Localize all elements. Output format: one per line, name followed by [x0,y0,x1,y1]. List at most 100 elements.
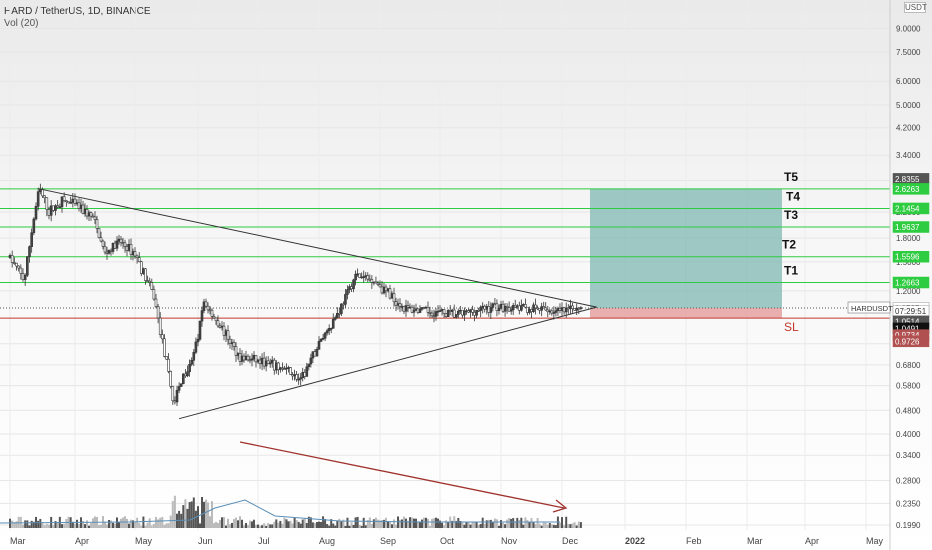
volume-bar [54,521,57,528]
candle-body [507,307,511,312]
volume-bar [293,517,296,528]
volume-bar [407,520,409,528]
volume-bar [297,521,300,528]
currency-label[interactable]: USDT [904,2,927,13]
candle-body [214,317,218,322]
candle-body [77,202,81,209]
volume-indicator-label[interactable]: Vol (20) [4,18,39,29]
volume-bar [311,522,314,528]
volume-bar [307,516,310,528]
volume-bar [239,516,241,528]
y-tick-label: 3.4000 [896,151,921,160]
candle-body [163,338,166,357]
candle-body [495,303,499,311]
candle-body [410,306,414,313]
candle-body [210,309,214,317]
candle-body [503,305,507,312]
candle-body [105,251,109,254]
volume-bar [344,525,347,528]
candle-body [148,280,151,283]
volume-bar [324,518,327,528]
candle-body [60,196,64,208]
candle-body [150,282,154,290]
volume-bar [485,520,488,528]
volume-bar [348,525,351,528]
candle-body [15,262,18,267]
volume-bar [417,521,419,528]
candle-body [356,273,359,276]
candle-body [230,342,234,344]
y-tick-label: 4.2000 [896,124,921,133]
volume-bar [84,524,86,528]
volume-bar [277,522,280,528]
candle-body [115,240,119,249]
volume-bar [165,523,168,528]
volume-bar [419,521,421,528]
volume-bar [217,522,219,528]
candle-body [144,268,147,281]
volume-bar [190,501,193,528]
volume-bar [180,513,183,528]
candle-body [477,309,480,312]
candle-body [272,359,276,371]
volume-bar [362,517,365,528]
candle-body [109,249,113,252]
volume-bar [15,521,18,528]
volume-bar [411,517,413,528]
volume-bar [528,521,531,528]
volume-bar [150,525,153,528]
candle-body [182,373,185,385]
profit-zone [590,188,782,309]
candle-body [270,359,274,364]
volume-bar [575,525,578,528]
y-tick-label: 0.2350 [896,499,921,508]
volume-bar [138,522,141,528]
volume-bar [328,525,331,528]
candle-body [542,306,546,309]
candle-body [218,325,222,328]
volume-bar [26,520,29,528]
candle-body [222,325,226,336]
volume-bar [221,517,223,528]
volume-bar [530,518,533,528]
volume-bar [223,517,225,528]
volume-bar [11,520,14,528]
volume-bar [233,519,235,528]
volume-bar [495,519,498,528]
candle-body [444,313,448,318]
candle-body [158,317,162,335]
candle-body [426,307,430,313]
y-tick-label: 0.6800 [896,361,921,370]
candle-body [129,243,133,255]
candle-body [133,251,137,257]
volume-bar [92,518,94,528]
volume-bar [285,519,288,528]
candle-body [544,307,548,311]
volume-bar [376,519,379,528]
candle-body [331,319,335,329]
volume-bar [241,519,243,528]
volume-bar [473,521,476,528]
x-tick-label: Mar [747,536,763,546]
volume-bar [385,517,387,528]
candle-body [186,371,189,377]
candle-body [103,246,107,253]
candle-body [299,377,303,380]
volume-bar [567,523,570,528]
candle-body [250,358,254,361]
volume-bar [415,518,417,528]
candle-body [301,371,305,379]
y-tick-label: 0.4000 [896,430,921,439]
volume-bar [313,522,316,528]
y-tick-label: 7.5000 [896,48,921,57]
volume-bar [366,520,369,528]
volume-bar [203,501,205,528]
volume-bar [199,523,201,528]
volume-bar [255,524,257,528]
candle-body [262,357,266,367]
volume-bar [52,525,55,528]
volume-bar [479,523,482,528]
candle-body [161,334,164,340]
volume-bar [579,522,582,528]
